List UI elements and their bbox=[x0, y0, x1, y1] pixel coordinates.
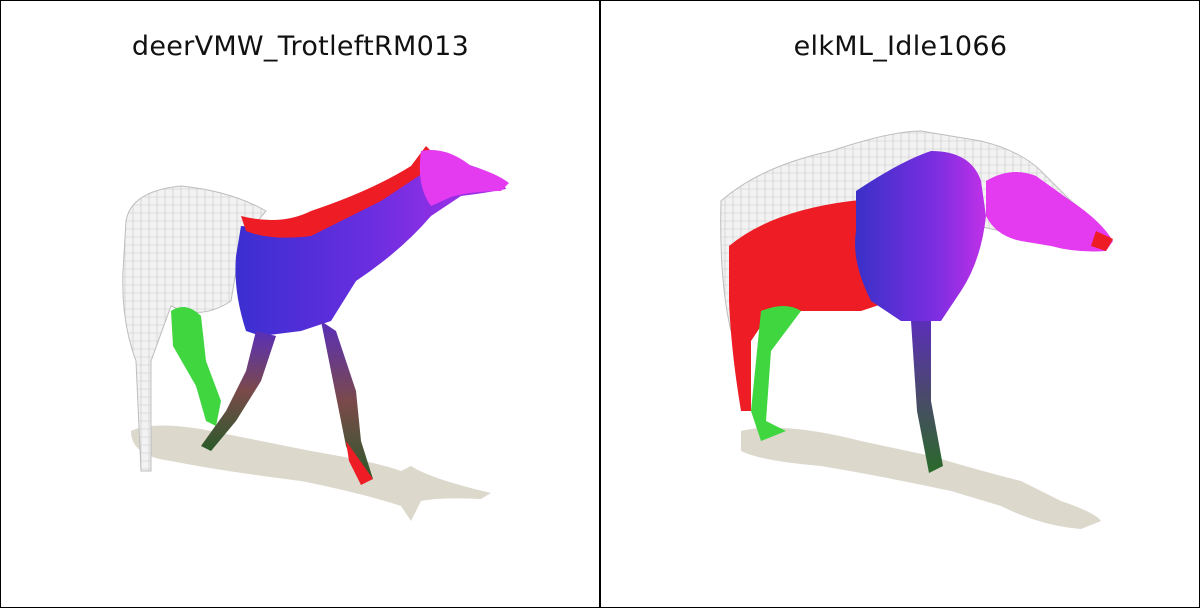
deer-body bbox=[235, 161, 506, 336]
elk-green-leg bbox=[751, 306, 801, 441]
deer-panel: deerVMW_TrotleftRM013 bbox=[1, 1, 600, 607]
deer-front-leg-right bbox=[321, 321, 373, 483]
deer-mesh-rear bbox=[122, 185, 267, 472]
elk-panel: elkML_Idle1066 bbox=[601, 1, 1200, 607]
deer-panel-title: deerVMW_TrotleftRM013 bbox=[131, 31, 470, 62]
elk-panel-title: elkML_Idle1066 bbox=[793, 31, 1008, 62]
elk-render bbox=[720, 130, 1113, 529]
deer-render bbox=[122, 146, 509, 521]
elk-purple-body bbox=[855, 151, 986, 321]
deer-head bbox=[419, 150, 509, 206]
deer-front-leg-left bbox=[201, 331, 276, 451]
elk-head bbox=[986, 172, 1113, 252]
panel-divider bbox=[599, 1, 601, 607]
deer-shadow bbox=[131, 425, 491, 521]
elk-shadow bbox=[741, 427, 1101, 529]
deer-green-leg bbox=[171, 307, 221, 426]
elk-front-leg bbox=[911, 321, 943, 473]
